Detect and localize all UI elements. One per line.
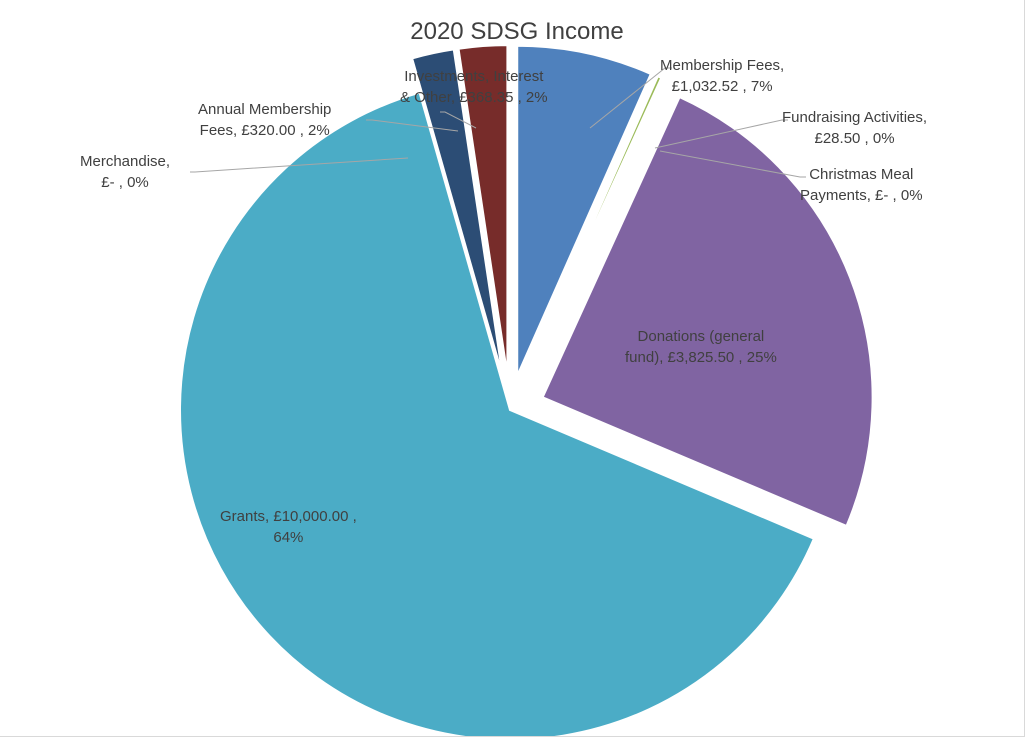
label-membership-fees: Membership Fees, £1,032.52 , 7%	[660, 57, 785, 95]
leader-line-annual-membership	[366, 119, 459, 132]
leader-line-investments	[440, 111, 477, 129]
label-investments-interest-other: Investments, Interest & Other, £368.35 ,…	[400, 68, 548, 106]
leader-line-membership-fees	[589, 67, 672, 129]
label-grants: Grants, £10,000.00 , 64%	[220, 508, 357, 546]
label-christmas-meal-payments: Christmas Meal Payments, £- , 0%	[800, 166, 923, 204]
pie-slice-annual-membership-fees	[410, 48, 504, 377]
pie-slice-donations-general-fund	[541, 95, 874, 528]
pie-slice-grants	[179, 91, 816, 736]
pie-slice-membership-fees	[516, 44, 653, 377]
label-fundraising-activities: Fundraising Activities, £28.50 , 0%	[782, 109, 928, 147]
pie-slice-investments-interest-other	[457, 44, 509, 376]
label-merchandise: Merchandise, £- , 0%	[80, 153, 171, 191]
leader-line-fundraising-activities	[654, 119, 788, 149]
chart-title: 2020 SDSG Income	[410, 18, 624, 45]
pie-slice-fundraising-activities	[523, 74, 663, 379]
label-donations: Donations (general fund), £3,825.50 , 25…	[625, 328, 777, 366]
label-annual-membership-fees: Annual Membership Fees, £320.00 , 2%	[198, 101, 332, 139]
leader-line-merchandise	[190, 157, 409, 173]
leader-line-christmas-meal	[659, 150, 806, 178]
